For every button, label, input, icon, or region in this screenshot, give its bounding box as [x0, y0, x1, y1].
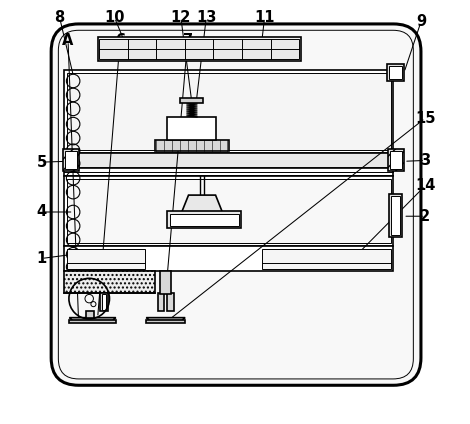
- Polygon shape: [146, 318, 185, 321]
- Text: 8: 8: [55, 10, 65, 25]
- Text: 10: 10: [104, 10, 125, 25]
- Text: 12: 12: [171, 10, 191, 25]
- Text: 13: 13: [196, 10, 217, 25]
- Bar: [102, 294, 106, 310]
- Text: 5: 5: [36, 155, 47, 170]
- Bar: [99, 39, 299, 59]
- Bar: [390, 151, 401, 169]
- Text: 9: 9: [416, 14, 426, 29]
- FancyBboxPatch shape: [51, 24, 421, 385]
- Bar: [167, 293, 174, 311]
- Bar: [262, 249, 392, 269]
- Bar: [389, 194, 402, 237]
- Text: A: A: [63, 33, 74, 48]
- Bar: [167, 117, 216, 140]
- Bar: [388, 149, 404, 170]
- Text: 15: 15: [415, 111, 435, 126]
- Bar: [391, 196, 400, 235]
- Bar: [100, 293, 108, 311]
- Bar: [63, 149, 79, 170]
- Text: 3: 3: [420, 153, 430, 168]
- Text: 11: 11: [254, 10, 275, 25]
- Bar: [65, 151, 77, 169]
- Text: 14: 14: [415, 179, 435, 193]
- Text: 2: 2: [420, 209, 430, 224]
- Bar: [387, 64, 404, 81]
- Bar: [98, 37, 300, 61]
- Bar: [67, 249, 145, 269]
- Bar: [67, 73, 391, 150]
- Bar: [64, 70, 393, 153]
- Bar: [64, 271, 155, 293]
- Bar: [70, 320, 116, 323]
- Bar: [389, 66, 402, 79]
- Text: 4: 4: [36, 204, 47, 220]
- Text: 7: 7: [183, 33, 193, 48]
- Bar: [167, 211, 241, 228]
- Bar: [155, 140, 229, 151]
- Bar: [86, 311, 94, 318]
- Polygon shape: [182, 195, 222, 212]
- Bar: [64, 176, 393, 246]
- Bar: [64, 246, 393, 271]
- Bar: [180, 98, 204, 103]
- Bar: [64, 153, 393, 167]
- Bar: [67, 179, 391, 243]
- Bar: [64, 167, 393, 176]
- Text: 1: 1: [36, 251, 47, 266]
- Text: 6: 6: [115, 33, 125, 48]
- Bar: [146, 320, 185, 323]
- Polygon shape: [70, 318, 116, 321]
- Bar: [170, 214, 239, 226]
- Bar: [157, 293, 164, 311]
- Bar: [160, 271, 171, 294]
